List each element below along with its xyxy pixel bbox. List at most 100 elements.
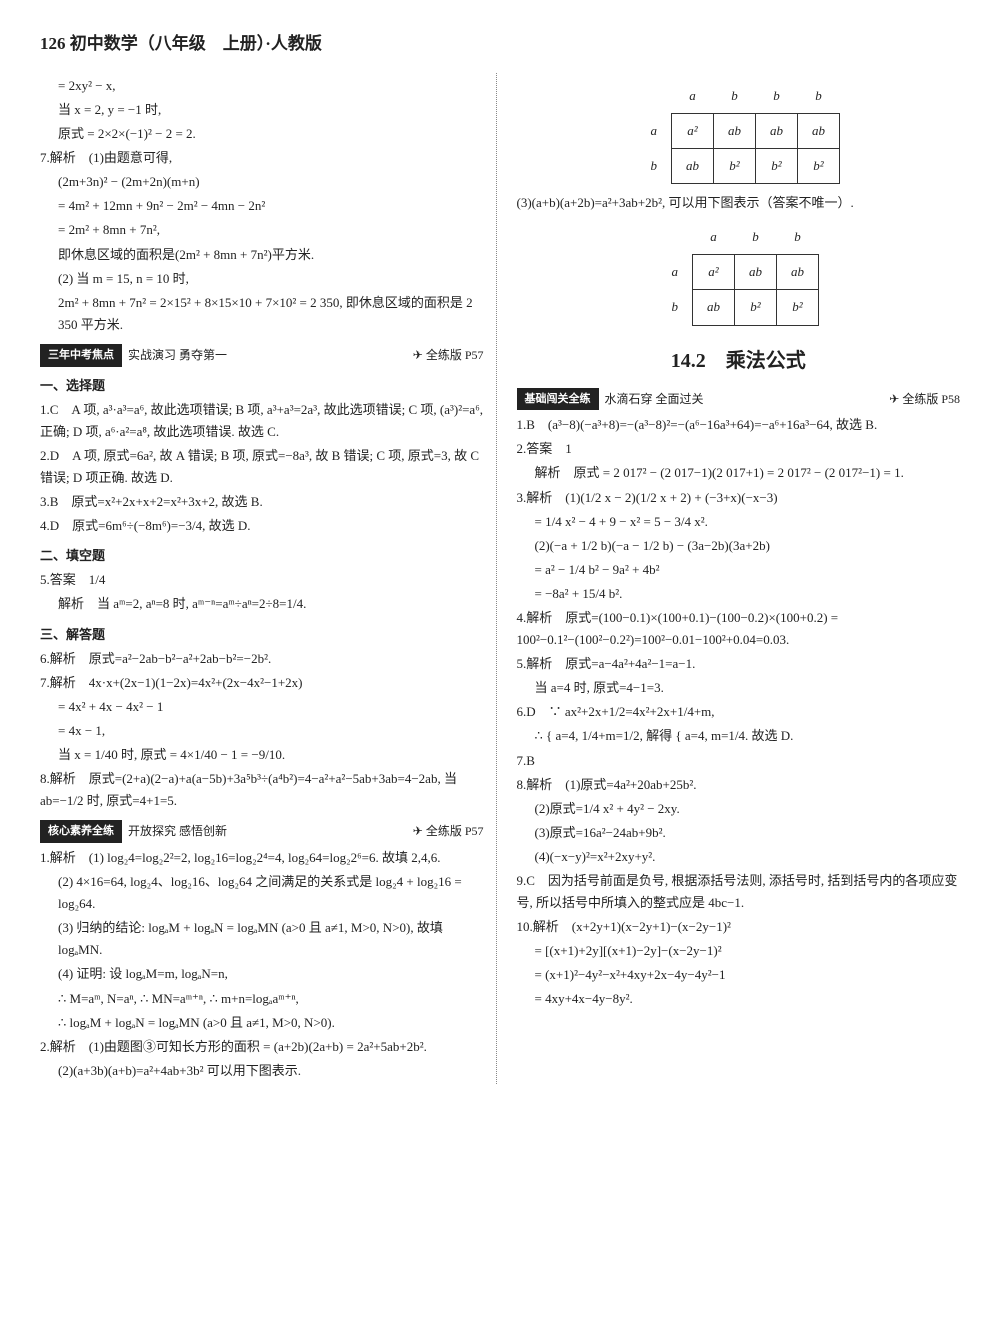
text-line: 8.解析 (1)原式=4a²+20ab+25b².: [517, 774, 961, 796]
text-line: = 2xy² − x,: [40, 75, 484, 97]
page-number: 126: [40, 34, 66, 53]
text-line: 解析 原式 = 2 017² − (2 017−1)(2 017+1) = 2 …: [517, 462, 961, 484]
table-cell: a²: [693, 255, 735, 290]
table-cell: ab: [693, 290, 735, 325]
text-line: (4) 证明: 设 logₐM=m, logₐN=n,: [40, 963, 484, 985]
text-line: ∴ logₐM + logₐN = logₐMN (a>0 且 a≠1, M>0…: [40, 1012, 484, 1034]
text-line: = 4xy+4x−4y−8y².: [517, 988, 961, 1010]
section-badge: 基础闯关全练: [517, 388, 599, 411]
text-line: (3)(a+b)(a+2b)=a²+3ab+2b², 可以用下图表示（答案不唯一…: [517, 192, 961, 214]
text-line: 1.解析 (1) log₂4=log₂2²=2, log₂16=log₂2⁴=4…: [40, 847, 484, 869]
text-line: 2.D A 项, 原式=6a², 故 A 错误; B 项, 原式=−8a³, 故…: [40, 445, 484, 489]
text-line: 9.C 因为括号前面是负号, 根据添括号法则, 添括号时, 括到括号内的各项应变…: [517, 870, 961, 914]
section-bar: 三年中考焦点 实战演习 勇夺第一 全练版 P57: [40, 344, 484, 367]
page-title: 初中数学（八年级 上册）·人教版: [70, 34, 322, 53]
text-line: 当 a=4 时, 原式=4−1=3.: [517, 677, 961, 699]
text-line: = 4x² + 4x − 4x² − 1: [40, 696, 484, 718]
text-line: 5.解析 原式=a−4a²+4a²−1=a−1.: [517, 653, 961, 675]
table-cell: a²: [672, 113, 714, 148]
section-heading: 三、解答题: [40, 624, 484, 646]
text-line: 解析 当 aᵐ=2, aⁿ=8 时, aᵐ⁻ⁿ=aᵐ÷aⁿ=2÷8=1/4.: [40, 593, 484, 615]
table-cell: ab: [672, 149, 714, 184]
text-line: = [(x+1)+2y][(x+1)−2y]−(x−2y−1)²: [517, 940, 961, 962]
row-header: b: [637, 149, 672, 184]
table-cell: b²: [714, 149, 756, 184]
text-line: 4.D 原式=6m⁶÷(−8m⁶)=−3/4, 故选 D.: [40, 515, 484, 537]
text-line: 原式 = 2×2×(−1)² − 2 = 2.: [40, 123, 484, 145]
table-cell: ab: [714, 113, 756, 148]
text-line: = 4x − 1,: [40, 720, 484, 742]
col-header: b: [735, 220, 777, 255]
text-line: (4)(−x−y)²=x²+2xy+y².: [517, 846, 961, 868]
text-line: = 2m² + 8mn + 7n²,: [40, 219, 484, 241]
row-header: b: [658, 290, 693, 325]
text-line: (2)(a+3b)(a+b)=a²+4ab+3b² 可以用下图表示.: [40, 1060, 484, 1082]
col-header: b: [714, 79, 756, 114]
text-line: = 4m² + 12mn + 9n² − 2m² − 4mn − 2n²: [40, 195, 484, 217]
col-header: b: [777, 220, 819, 255]
table-cell: b²: [777, 290, 819, 325]
col-header: a: [693, 220, 735, 255]
row-header: a: [658, 255, 693, 290]
section-bar: 核心素养全练 开放探究 感悟创新 全练版 P57: [40, 820, 484, 843]
table-cell: b²: [798, 149, 840, 184]
table-cell: ab: [735, 255, 777, 290]
text-line: 7.B: [517, 750, 961, 772]
left-column: = 2xy² − x, 当 x = 2, y = −1 时, 原式 = 2×2×…: [40, 73, 497, 1084]
text-line: 2.答案 1: [517, 438, 961, 460]
table-cell: ab: [798, 113, 840, 148]
text-line: 2.解析 (1)由题图③可知长方形的面积 = (a+2b)(2a+b) = 2a…: [40, 1036, 484, 1058]
section-subtitle: 水滴石穿 全面过关: [605, 389, 890, 409]
section-ref: 全练版 P57: [413, 345, 484, 365]
text-line: 1.C A 项, a³·a³=a⁶, 故此选项错误; B 项, a³+a³=2a…: [40, 399, 484, 443]
section-ref: 全练版 P58: [889, 389, 960, 409]
text-line: (2) 当 m = 15, n = 10 时,: [40, 268, 484, 290]
text-line: 7.解析 4x·x+(2x−1)(1−2x)=4x²+(2x−4x²−1+2x): [40, 672, 484, 694]
text-line: 4.解析 原式=(100−0.1)×(100+0.1)−(100−0.2)×(1…: [517, 607, 961, 651]
text-line: 1.B (a³−8)(−a³+8)=−(a³−8)²=−(a⁶−16a³+64)…: [517, 414, 961, 436]
text-line: = a² − 1/4 b² − 9a² + 4b²: [517, 559, 961, 581]
text-line: 3.B 原式=x²+2x+x+2=x²+3x+2, 故选 B.: [40, 491, 484, 513]
section-bar: 基础闯关全练 水滴石穿 全面过关 全练版 P58: [517, 388, 961, 411]
section-ref: 全练版 P57: [413, 821, 484, 841]
section-subtitle: 开放探究 感悟创新: [128, 821, 413, 841]
section-heading: 一、选择题: [40, 375, 484, 397]
text-line: ∴ { a=4, 1/4+m=1/2, 解得 { a=4, m=1/4. 故选 …: [517, 725, 961, 747]
text-line: (3)原式=16a²−24ab+9b².: [517, 822, 961, 844]
text-line: (2)(−a + 1/2 b)(−a − 1/2 b) − (3a−2b)(3a…: [517, 535, 961, 557]
table-cell: b²: [735, 290, 777, 325]
text-line: 2m² + 8mn + 7n² = 2×15² + 8×15×10 + 7×10…: [40, 292, 484, 336]
row-header: a: [637, 113, 672, 148]
text-line: 即休息区域的面积是(2m² + 8mn + 7n²)平方米.: [40, 244, 484, 266]
col-header: b: [798, 79, 840, 114]
col-header: b: [756, 79, 798, 114]
table-cell: ab: [777, 255, 819, 290]
text-line: 7.解析 (1)由题意可得,: [40, 147, 484, 169]
text-line: (2) 4×16=64, log₂4、log₂16、log₂64 之间满足的关系…: [40, 871, 484, 915]
right-column: a b b b a a² ab ab ab b ab b² b² b² (3)(…: [517, 73, 961, 1084]
text-line: = (x+1)²−4y²−x²+4xy+2x−4y−4y²−1: [517, 964, 961, 986]
table-cell: ab: [756, 113, 798, 148]
page-header: 126 初中数学（八年级 上册）·人教版: [40, 30, 960, 59]
text-line: (3) 归纳的结论: logₐM + logₐN = logₐMN (a>0 且…: [40, 917, 484, 961]
chapter-title: 14.2 乘法公式: [517, 344, 961, 378]
text-line: 6.D ∵ ax²+2x+1/2=4x²+2x+1/4+m,: [517, 701, 961, 723]
text-line: 当 x = 2, y = −1 时,: [40, 99, 484, 121]
col-header: a: [672, 79, 714, 114]
text-line: (2)原式=1/4 x² + 4y² − 2xy.: [517, 798, 961, 820]
text-line: 5.答案 1/4: [40, 569, 484, 591]
text-line: (2m+3n)² − (2m+2n)(m+n): [40, 171, 484, 193]
text-line: 10.解析 (x+2y+1)(x−2y+1)−(x−2y−1)²: [517, 916, 961, 938]
section-heading: 二、填空题: [40, 545, 484, 567]
text-line: ∴ M=aᵐ, N=aⁿ, ∴ MN=aᵐ⁺ⁿ, ∴ m+n=logₐaᵐ⁺ⁿ,: [40, 988, 484, 1010]
text-line: 8.解析 原式=(2+a)(2−a)+a(a−5b)+3a⁵b³÷(a⁴b²)=…: [40, 768, 484, 812]
text-line: = 1/4 x² − 4 + 9 − x² = 5 − 3/4 x².: [517, 511, 961, 533]
section-subtitle: 实战演习 勇夺第一: [128, 345, 413, 365]
text-line: 6.解析 原式=a²−2ab−b²−a²+2ab−b²=−2b².: [40, 648, 484, 670]
text-line: 3.解析 (1)(1/2 x − 2)(1/2 x + 2) + (−3+x)(…: [517, 487, 961, 509]
table-cell: b²: [756, 149, 798, 184]
section-badge: 三年中考焦点: [40, 344, 122, 367]
algebra-table-2: a b b a a² ab ab b ab b² b²: [658, 220, 820, 325]
text-line: 当 x = 1/40 时, 原式 = 4×1/40 − 1 = −9/10.: [40, 744, 484, 766]
section-badge: 核心素养全练: [40, 820, 122, 843]
